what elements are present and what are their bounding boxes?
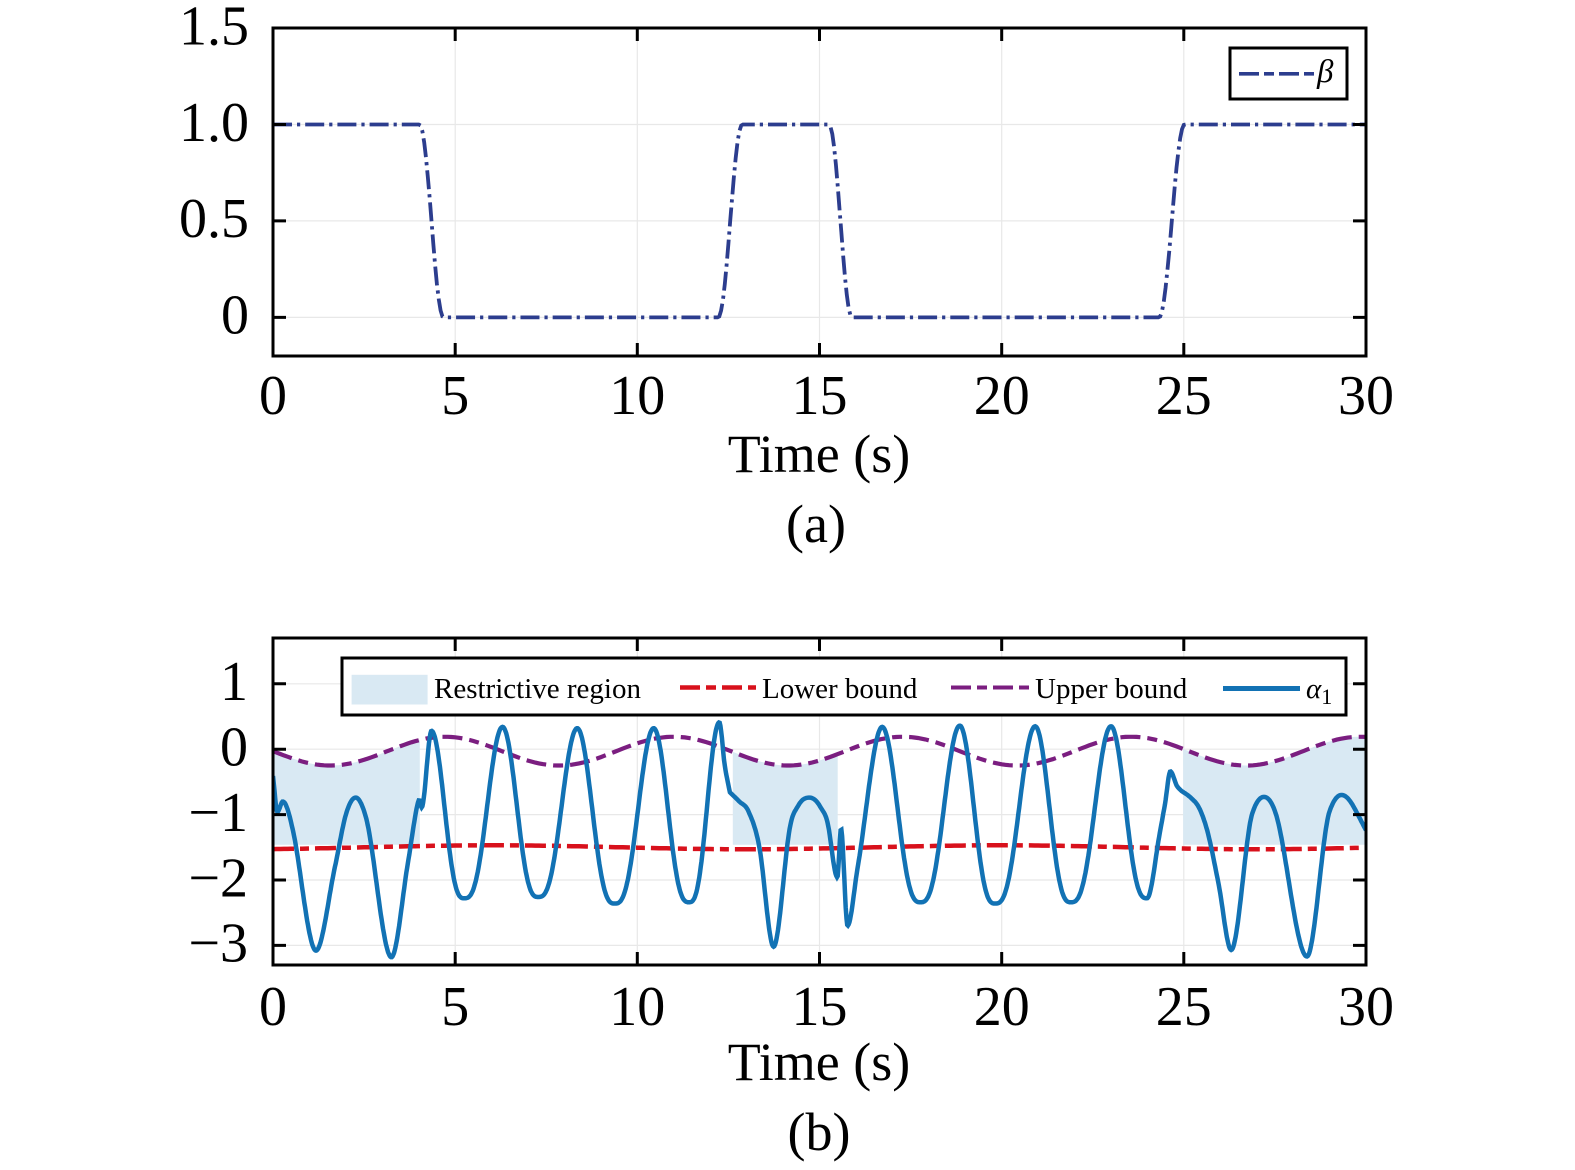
svg-text:1.5: 1.5	[179, 0, 249, 57]
svg-text:Upper bound: Upper bound	[1035, 673, 1188, 705]
svg-text:30: 30	[1338, 365, 1394, 427]
svg-text:20: 20	[974, 365, 1030, 427]
svg-text:0: 0	[221, 285, 249, 347]
svg-text:β: β	[1316, 54, 1334, 90]
svg-text:Restrictive region: Restrictive region	[434, 673, 641, 705]
svg-text:0.5: 0.5	[179, 188, 249, 250]
svg-text:−3: −3	[188, 913, 248, 975]
svg-text:15: 15	[792, 976, 848, 1038]
svg-text:15: 15	[792, 365, 848, 427]
svg-text:Time (s): Time (s)	[728, 424, 911, 484]
svg-text:(b): (b)	[788, 1102, 851, 1162]
svg-text:Lower bound: Lower bound	[762, 673, 918, 705]
svg-text:Time (s): Time (s)	[728, 1032, 911, 1092]
svg-text:30: 30	[1338, 976, 1394, 1038]
svg-text:1.0: 1.0	[179, 92, 249, 154]
svg-text:−2: −2	[188, 847, 248, 909]
svg-text:0: 0	[259, 365, 287, 427]
svg-text:0: 0	[220, 717, 248, 779]
svg-text:10: 10	[609, 976, 665, 1038]
svg-text:10: 10	[609, 365, 665, 427]
svg-text:0: 0	[259, 976, 287, 1038]
svg-text:25: 25	[1156, 976, 1212, 1038]
svg-text:5: 5	[441, 976, 469, 1038]
svg-text:α1: α1	[1306, 673, 1332, 709]
svg-text:5: 5	[441, 365, 469, 427]
svg-text:−1: −1	[188, 782, 248, 844]
svg-text:(a): (a)	[786, 494, 846, 554]
svg-text:1: 1	[220, 651, 248, 713]
svg-text:20: 20	[974, 976, 1030, 1038]
svg-text:25: 25	[1156, 365, 1212, 427]
